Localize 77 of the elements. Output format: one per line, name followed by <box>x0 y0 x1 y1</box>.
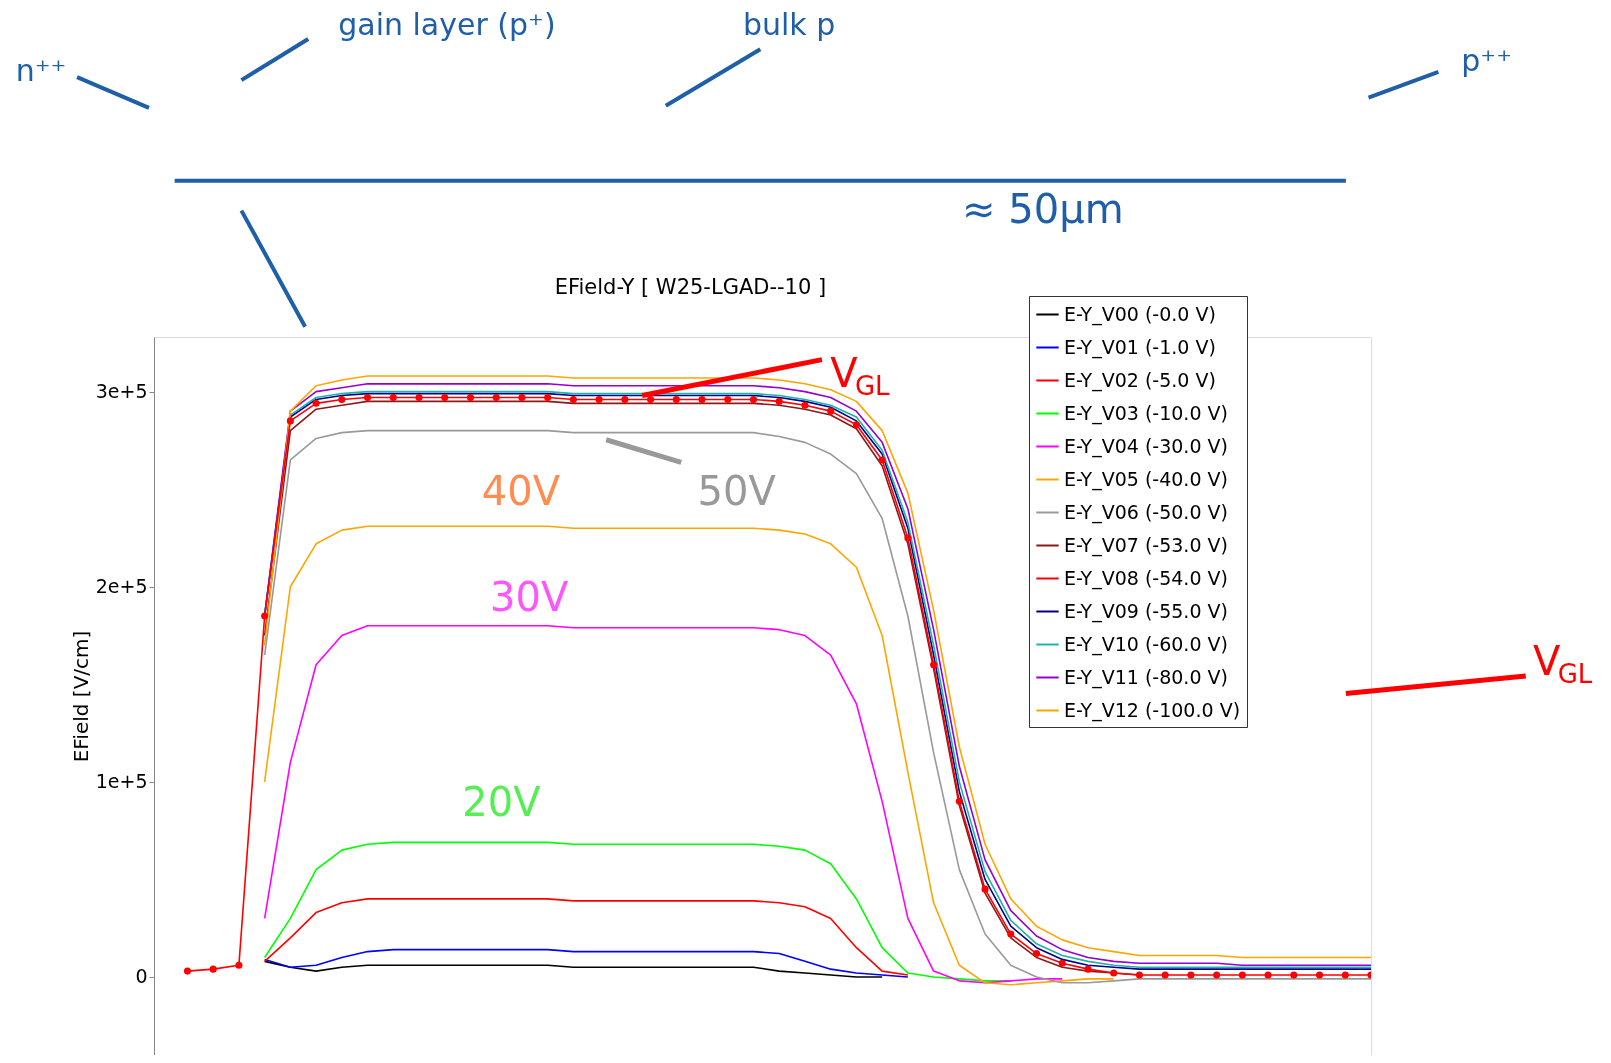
annotation: 40V <box>481 468 561 515</box>
point <box>1135 971 1143 979</box>
point <box>1032 950 1041 958</box>
legend-label: E-Y_V00 (-0.0 V) <box>1064 302 1216 326</box>
point <box>621 395 629 403</box>
point <box>364 393 372 402</box>
legend-label: E-Y_V06 (-50.0 V) <box>1064 500 1228 524</box>
legend-label: E-Y_V10 (-60.0 V) <box>1064 632 1228 656</box>
legend-label: E-Y_V05 (-40.0 V) <box>1064 467 1228 491</box>
line-series <box>263 898 909 976</box>
point <box>672 395 680 403</box>
point <box>338 395 346 403</box>
point <box>1110 969 1118 977</box>
point <box>466 393 475 402</box>
point <box>827 407 835 415</box>
y-tick-label: 2e+5 <box>95 575 148 598</box>
point <box>441 393 449 402</box>
text: p⁺⁺ <box>1461 42 1513 78</box>
point <box>1316 971 1324 979</box>
chart-title: EField-Y [ W25-LGAD--10 ] <box>554 274 827 299</box>
point <box>1290 971 1298 979</box>
point <box>286 417 294 425</box>
point <box>183 967 191 975</box>
legend-label: E-Y_V12 (-100.0 V) <box>1064 698 1241 722</box>
annotation: 30V <box>489 573 569 620</box>
point <box>852 421 860 429</box>
legend-label: E-Y_V11 (-80.0 V) <box>1064 665 1228 689</box>
point <box>544 393 552 402</box>
text: gain layer (p⁺) <box>338 6 556 42</box>
legend-label: E-Y_V08 (-54.0 V) <box>1064 566 1228 590</box>
y-tick-label: 1e+5 <box>95 770 148 793</box>
point <box>775 397 783 405</box>
legend-label: E-Y_V07 (-53.0 V) <box>1064 533 1228 557</box>
point <box>878 456 886 464</box>
text: ≈ 50µm <box>962 185 1124 232</box>
point <box>1264 971 1272 979</box>
point <box>261 612 269 620</box>
y-tick-label: 3e+5 <box>95 380 148 403</box>
point <box>595 395 603 403</box>
point <box>904 534 912 542</box>
annotation: 20V <box>462 779 542 826</box>
point <box>1341 971 1349 979</box>
annotation: 50V <box>697 468 777 515</box>
point <box>415 393 423 402</box>
legend-label: E-Y_V01 (-1.0 V) <box>1064 335 1216 359</box>
point <box>1084 965 1092 973</box>
point <box>801 401 809 409</box>
line-series <box>263 624 1064 984</box>
point <box>1058 959 1066 967</box>
point <box>1161 971 1169 979</box>
line-series <box>263 960 883 978</box>
text: bulk p <box>742 6 836 42</box>
point <box>1238 971 1246 979</box>
point <box>647 395 655 403</box>
y-axis-title: EField [V/cm] <box>68 630 93 763</box>
legend-label: E-Y_V03 (-10.0 V) <box>1064 401 1228 425</box>
point <box>749 395 758 403</box>
point <box>209 965 217 973</box>
point <box>312 399 320 407</box>
point <box>1007 930 1015 938</box>
point <box>698 395 706 403</box>
legend-label: E-Y_V09 (-55.0 V) <box>1064 599 1228 623</box>
point <box>981 885 989 893</box>
point <box>930 661 938 669</box>
y-tick-label: 0 <box>135 965 148 988</box>
point <box>724 395 732 403</box>
point <box>235 961 243 969</box>
point <box>389 393 397 402</box>
legend-label: E-Y_V04 (-30.0 V) <box>1064 434 1228 458</box>
point <box>492 393 500 402</box>
point <box>569 395 577 403</box>
text: n⁺⁺ <box>15 52 67 88</box>
point <box>955 797 963 805</box>
point <box>518 393 526 402</box>
legend-label: E-Y_V02 (-5.0 V) <box>1064 368 1216 392</box>
point <box>1187 971 1195 979</box>
point <box>1213 971 1221 979</box>
